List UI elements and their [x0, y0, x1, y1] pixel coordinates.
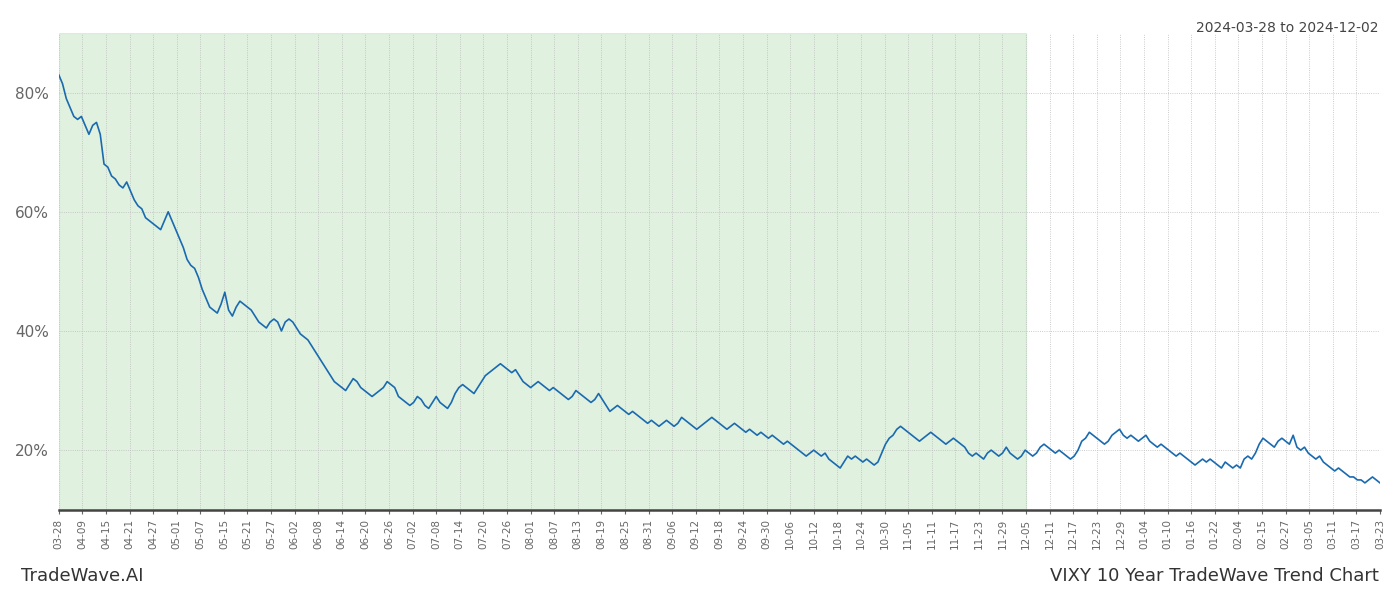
Text: VIXY 10 Year TradeWave Trend Chart: VIXY 10 Year TradeWave Trend Chart — [1050, 567, 1379, 585]
Bar — [59, 33, 1026, 510]
Text: TradeWave.AI: TradeWave.AI — [21, 567, 143, 585]
Text: 2024-03-28 to 2024-12-02: 2024-03-28 to 2024-12-02 — [1197, 21, 1379, 35]
